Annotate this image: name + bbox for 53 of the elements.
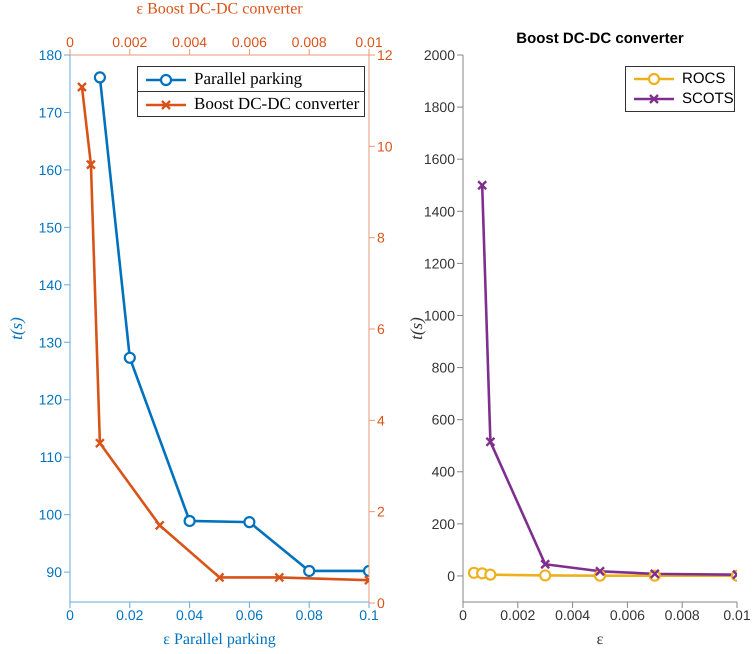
y-tick-label: 140	[38, 276, 62, 293]
x-tick-label: 0.006	[610, 606, 646, 623]
x-axis-title: ε Parallel parking	[163, 631, 276, 648]
y-tick-label: 6	[377, 320, 385, 337]
y-tick-label: 130	[38, 334, 62, 350]
x-tick-label: 0	[459, 606, 468, 623]
legend-label: Boost DC-DC converter	[193, 94, 360, 114]
y-tick-label: 10	[377, 138, 393, 154]
x-tick-label: 0.002	[500, 606, 536, 623]
chart-title: Boost DC-DC converter	[515, 30, 685, 47]
y-tick-label: 800	[432, 360, 456, 376]
y-tick-label: 1600	[424, 151, 456, 168]
x-axis-title: ε Boost DC-DC converter	[136, 0, 304, 18]
y-tick-label: 0	[447, 568, 456, 584]
x-tick-label: 0.02	[116, 606, 144, 623]
y-axis-title: t(s)	[7, 316, 26, 340]
x-tick-label: 0.06	[236, 606, 264, 623]
y-tick-label: 1400	[424, 203, 456, 220]
y-tick-label: 8	[377, 230, 385, 246]
y-tick-label: 600	[432, 412, 456, 428]
y-tick-label: 150	[38, 219, 62, 236]
x-tick-label: 0.1	[359, 606, 379, 623]
x-tick-label: 0.006	[232, 34, 268, 50]
x-tick-label: 0.08	[296, 606, 324, 623]
y-tick-label: 180	[38, 46, 62, 63]
x-tick-label: 0.008	[292, 34, 327, 50]
y-tick-label: 170	[38, 104, 62, 120]
x-tick-label: 0.002	[112, 34, 148, 50]
y-tick-label: 160	[38, 162, 62, 178]
y-axis-title: t(s)	[407, 316, 426, 340]
y-tick-label: 1200	[424, 255, 456, 272]
y-tick-label: 90	[46, 564, 62, 580]
y-tick-label: 200	[432, 516, 456, 532]
y-tick-label: 2000	[424, 46, 456, 63]
y-tick-label: 120	[38, 392, 62, 408]
y-tick-label: 400	[432, 464, 456, 480]
legend-label: SCOTS	[681, 89, 734, 109]
x-tick-label: 0.01	[723, 606, 751, 623]
y-tick-label: 1800	[424, 99, 456, 116]
x-tick-label: 0.004	[555, 606, 590, 623]
x-axis-title: ε	[596, 631, 604, 648]
y-tick-label: 100	[38, 506, 62, 523]
y-tick-label: 4	[377, 412, 385, 428]
x-tick-label: 0.04	[176, 606, 204, 623]
y-tick-label: 110	[40, 449, 62, 466]
x-tick-label: 0.008	[664, 606, 700, 623]
x-tick-label: 0.004	[172, 34, 208, 50]
legend-label: Parallel parking	[193, 69, 304, 89]
legend-label: ROCS	[681, 69, 726, 89]
y-tick-label: 0	[377, 594, 385, 611]
y-tick-label: 2	[377, 504, 385, 520]
x-tick-label: 0	[66, 34, 74, 50]
x-tick-label: 0	[66, 606, 74, 623]
